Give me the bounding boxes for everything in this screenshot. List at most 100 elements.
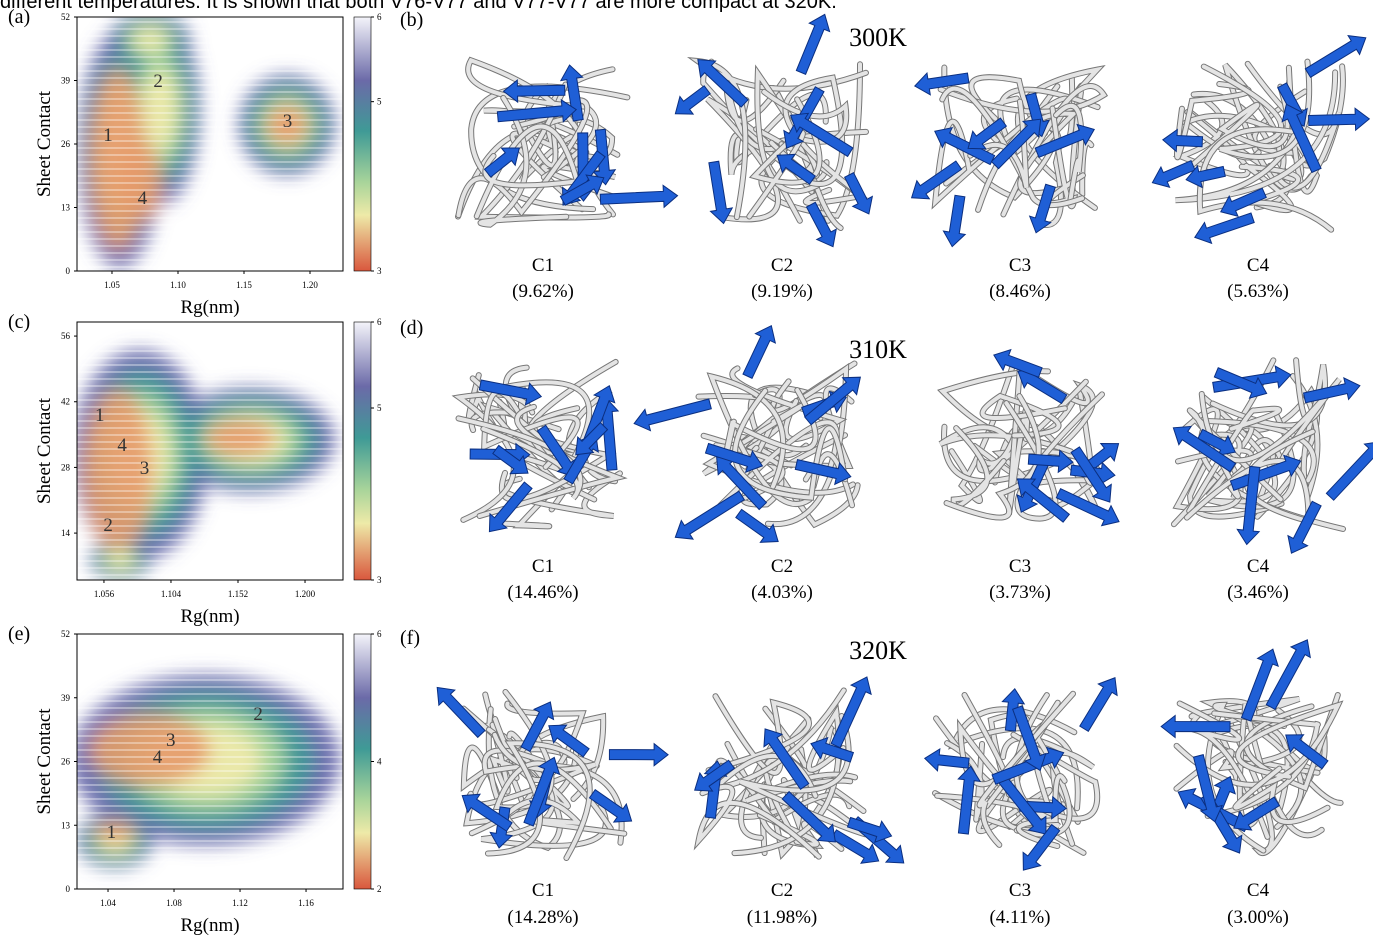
cluster-name: C3 [1009,556,1031,577]
cluster-marker: 3 [140,458,150,479]
cluster-marker: 1 [103,125,113,146]
cluster-percent: (11.98%) [747,907,818,928]
heatmap: 1.041.081.121.160132639522341642(e)Sheet… [8,623,382,936]
x-tick-label: 1.20 [302,280,318,290]
density [70,634,343,889]
cluster-marker: 2 [103,515,113,536]
beta-strand [600,185,678,210]
y-tick-label: 52 [61,12,70,22]
colorbar [354,322,371,580]
cluster-percent: (4.11%) [989,907,1050,928]
panel-label: (b) [400,9,423,31]
cluster-marker: 4 [153,747,163,768]
colorbar [354,17,371,271]
protein-structure [429,680,668,858]
beta-strand [941,194,970,248]
x-tick-label: 1.200 [295,589,316,599]
structure-panel: (f)320KC1(14.28%)C2(11.98%)C3(4.11%)C4(3… [400,627,1341,928]
x-tick-label: 1.12 [232,898,248,908]
y-tick-label: 39 [61,76,71,86]
y-tick-label: 56 [61,331,71,341]
protein-structure [669,10,879,252]
structure-panel: (b)300KC1(9.62%)C2(9.19%)C3(8.46%)C4(5.6… [400,9,1372,302]
colorbar-tick-label: 3 [377,575,382,585]
x-tick-label: 1.08 [166,898,182,908]
protein-structure [631,321,867,550]
cluster-percent: (3.46%) [1227,582,1289,603]
figure: different temperatures. It is shown that… [0,0,1373,936]
temperature-title: 310K [849,335,907,364]
stripes [77,17,343,271]
protein-structure [924,672,1125,877]
beta-strand [738,321,782,381]
cluster-percent: (14.46%) [507,582,578,603]
colorbar-tick-label: 5 [377,403,382,413]
cluster-percent: (9.62%) [512,281,574,302]
x-tick-label: 1.152 [228,589,248,599]
heatmap: 1.051.101.151.200132639521234653(a)Sheet… [8,6,382,318]
protein-structure [688,672,911,871]
x-tick-label: 1.05 [104,280,120,290]
x-axis-label: Rg(nm) [180,606,239,627]
x-tick-label: 1.10 [170,280,186,290]
cluster-marker: 1 [107,822,117,843]
y-tick-label: 39 [61,693,71,703]
cluster-name: C2 [771,255,793,276]
panel-label: (d) [400,317,423,339]
colorbar-tick-label: 6 [377,629,382,639]
beta-strand [669,486,747,546]
density [72,322,343,580]
y-tick-label: 0 [66,266,71,276]
y-tick-label: 14 [61,528,71,538]
cluster-name: C1 [532,556,554,577]
colorbar-tick-label: 3 [377,266,382,276]
temperature-title: 300K [849,23,907,52]
cluster-name: C4 [1247,255,1270,276]
temperature-title: 320K [849,636,907,665]
x-tick-label: 1.04 [100,898,116,908]
beta-strand [1075,672,1125,734]
panel-label: (f) [400,627,420,649]
x-axis-label: Rg(nm) [180,915,239,936]
cluster-marker: 2 [253,704,263,725]
cluster-percent: (4.03%) [751,582,813,603]
cluster-percent: (5.63%) [1227,281,1289,302]
protein-structure [940,345,1125,532]
panel-label: (a) [8,6,30,28]
protein-structure [905,67,1104,248]
y-tick-label: 0 [66,884,71,894]
cluster-name: C3 [1009,880,1031,901]
structure-panel: (d) 310K C1 (14.46%) C2 (4.03%) C3 (3.73%) C4 (3.… [400,317,1373,603]
colorbar-tick-label: 2 [377,884,382,894]
cluster-marker: 1 [95,405,105,426]
y-tick-label: 13 [61,820,71,830]
cluster-name: C4 [1247,556,1270,577]
cluster-name: C3 [1009,255,1031,276]
cluster-marker: 2 [153,71,163,92]
y-tick-label: 26 [61,139,71,149]
cluster-name: C2 [771,880,793,901]
colorbar-tick-label: 6 [377,12,382,22]
beta-strand [826,672,877,750]
y-tick-label: 28 [61,462,71,472]
y-tick-label: 26 [61,757,71,767]
y-axis-label: Sheet Contact [34,397,55,504]
heatmap: 1.0561.1041.1521.200142842561432653(c)Sh… [8,311,382,627]
cluster-percent: (3.73%) [989,582,1051,603]
y-tick-label: 52 [61,629,70,639]
cluster-percent: (14.28%) [507,907,578,928]
beta-strand [791,10,835,76]
protein-structure [1148,28,1371,247]
x-tick-label: 1.16 [298,898,314,908]
cluster-marker: 4 [138,188,148,209]
density [77,12,343,271]
beta-strand [1148,155,1197,193]
y-axis-label: Sheet Contact [34,90,55,197]
cluster-percent: (8.46%) [989,281,1051,302]
cluster-name: C1 [532,255,554,276]
cluster-name: C2 [771,556,793,577]
x-tick-label: 1.15 [236,280,252,290]
protein-structure [458,60,678,224]
beta-strand [1322,434,1373,504]
colorbar-tick-label: 4 [377,757,382,767]
